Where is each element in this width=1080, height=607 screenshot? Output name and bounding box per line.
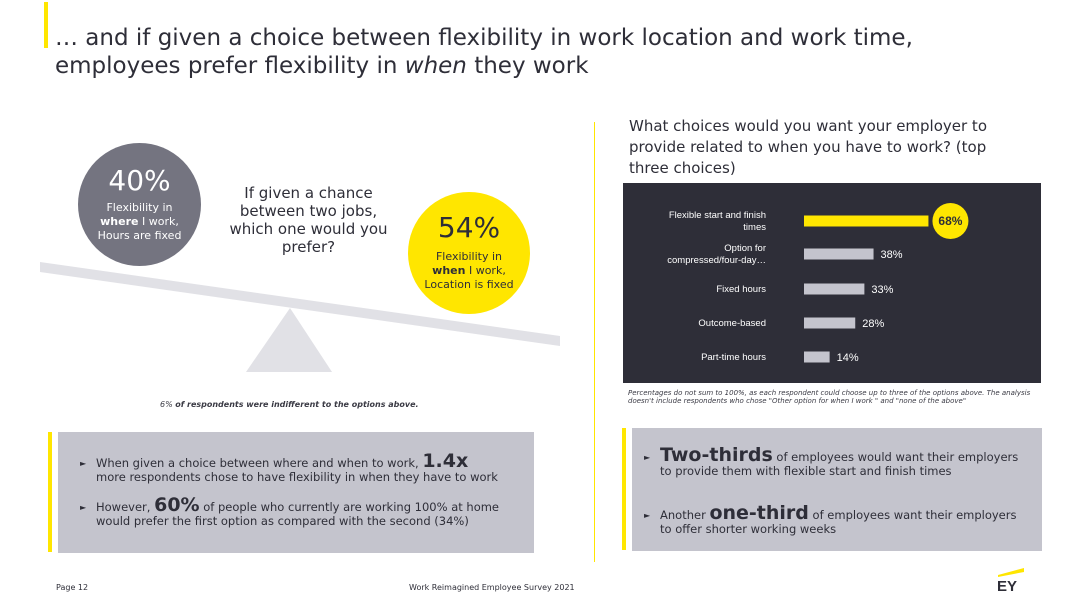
indifferent-note: 6% of respondents were indifferent to th… (160, 400, 419, 409)
category-label-2: Fixed hours (716, 284, 766, 295)
bullet-arrow-icon: ► (644, 511, 651, 520)
value-label-1: 38% (881, 249, 903, 261)
title-line-2-end: they work (466, 53, 589, 79)
left-bullet-2: ► However, 60% of people who currently a… (80, 496, 520, 529)
circle-54-label-bold: when (432, 264, 466, 277)
left-box-accent (48, 432, 52, 552)
indifferent-note-pct: 6% (160, 400, 176, 409)
ey-logo: EY (997, 568, 1024, 592)
ey-logo-beam (998, 568, 1024, 577)
chart-footnote: Percentages do not sum to 100%, as each … (628, 389, 1031, 405)
left-bullet-1-text: When given a choice between where and wh… (96, 452, 520, 485)
right-bullet-1: ► Two-thirds of employees would want the… (644, 446, 1024, 479)
left-bullet-2-end: of people who currently are working 100%… (96, 500, 500, 528)
title-accent-bar (44, 2, 48, 48)
right-bullet-2: ► Another one-third of employees want th… (644, 504, 1024, 537)
circle-54-value: 54% (437, 211, 501, 244)
value-label-2: 33% (871, 284, 893, 296)
left-bullet-2-text: However, 60% of people who currently are… (96, 496, 520, 529)
category-label-0: Flexible start and finish times (669, 210, 766, 233)
chart-question: What choices would you want your employe… (629, 117, 987, 177)
right-bullet-1-text: Two-thirds of employees would want their… (660, 446, 1024, 479)
category-label-3: Outcome-based (698, 318, 766, 329)
right-bullet-2-text: Another one-third of employees want thei… (660, 504, 1024, 537)
seesaw-illustration (40, 262, 560, 372)
bullet-arrow-icon: ► (644, 453, 651, 462)
bullet-arrow-icon: ► (80, 459, 87, 468)
category-label-4: Part-time hours (701, 352, 766, 363)
ey-logo-text: EY (997, 578, 1017, 592)
value-label-3: 28% (862, 318, 884, 330)
left-bullet-1-highlight: 1.4x (422, 450, 469, 472)
left-bullet-1: ► When given a choice between where and … (80, 452, 520, 485)
circle-54-label-line-1: Flexibility in (435, 250, 503, 263)
left-bullet-2-start: However, (96, 500, 155, 514)
right-bullet-1-end: of employees would want their employers … (660, 450, 1019, 478)
right-bullet-2-end: of employees want their employers to off… (660, 508, 1017, 536)
value-highlight-circle (932, 203, 969, 239)
right-bullet-2-highlight: one-third (709, 502, 809, 524)
title-line-2-start: employees prefer flexibility in (55, 53, 405, 79)
bar-0 (804, 215, 929, 227)
circle-54-label-line-2: I work, (465, 264, 506, 277)
title-line-2: employees prefer flexibility in when the… (55, 52, 995, 80)
left-bullet-1-start: When given a choice between where and wh… (96, 456, 423, 470)
right-takeaway-box: ► Two-thirds of employees would want the… (632, 428, 1042, 551)
indifferent-note-text: of respondents were indifferent to the o… (175, 400, 419, 409)
circle-54-label-line-3: Location is fixed (424, 278, 514, 291)
circle-54-label: Flexibility in when I work, Location is … (408, 250, 530, 292)
bar-4 (804, 351, 830, 363)
circle-40-value: 40% (108, 164, 171, 197)
left-takeaway-box: ► When given a choice between where and … (58, 432, 534, 553)
seesaw-plank (40, 262, 560, 346)
bullet-arrow-icon: ► (80, 503, 87, 512)
value-label-4: 14% (837, 352, 859, 364)
circle-40-label-line-2: I work, (138, 215, 179, 228)
right-bullet-2-start: Another (660, 508, 710, 522)
right-bullet-1-highlight: Two-thirds (660, 444, 773, 466)
bar-2 (804, 283, 865, 295)
circle-40-label-bold: where (100, 215, 139, 228)
category-label-1: Option for compressed/four-day… (667, 243, 766, 266)
survey-name: Work Reimagined Employee Survey 2021 (409, 583, 575, 592)
seesaw-fulcrum (246, 308, 332, 372)
page-number: Page 12 (56, 583, 89, 592)
title-line-2-emphasis: when (404, 53, 467, 79)
title-line-1: … and if given a choice between flexibil… (55, 25, 913, 51)
circle-54-percent: 54% Flexibility in when I work, Location… (408, 192, 530, 314)
bar-1 (804, 248, 874, 260)
bar-3 (804, 317, 856, 329)
value-label-0: 68% (938, 214, 962, 228)
vertical-divider (594, 122, 595, 562)
circle-40-label-line-1: Flexibility in (106, 201, 173, 214)
left-bullet-1-end: more respondents chose to have flexibili… (96, 470, 498, 484)
chart-bars: Flexible start and finish times 68% Option … (667, 203, 969, 364)
circle-40-label-line-3: Hours are fixed (97, 229, 182, 242)
left-bullet-2-highlight: 60% (154, 494, 200, 516)
circle-40-percent: 40% Flexibility in where I work, Hours a… (78, 143, 201, 266)
bar-chart: Flexible start and finish times 68% Option … (623, 183, 1041, 383)
job-choice-question: If given a chance between two jobs, whic… (229, 184, 388, 256)
circle-40-label: Flexibility in where I work, Hours are f… (78, 201, 201, 243)
right-box-accent (622, 428, 626, 550)
slide-title: … and if given a choice between flexibil… (55, 24, 995, 80)
